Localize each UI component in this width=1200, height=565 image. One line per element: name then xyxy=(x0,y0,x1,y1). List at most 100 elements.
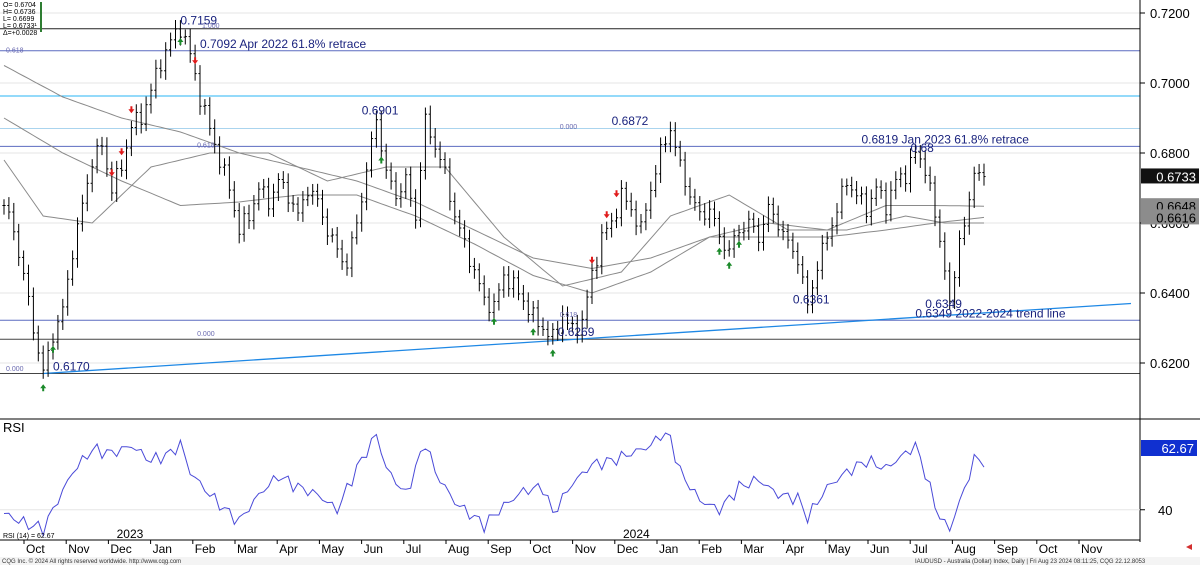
fib-labels: 1.000 0.618 0.618 0.000 0.000 0.618 0.000 xyxy=(6,23,577,373)
month-label: Dec xyxy=(617,542,638,556)
fib-level-label: 0.000 xyxy=(197,331,215,338)
price-tick-label: 0.7000 xyxy=(1150,76,1190,91)
month-label: Nov xyxy=(1081,542,1102,556)
month-label: May xyxy=(828,542,851,556)
rsi-legend: RSI (14) = 62.67 xyxy=(3,533,55,540)
fib-level-label: 0.000 xyxy=(560,124,578,131)
price-tick-label: 0.6400 xyxy=(1150,286,1190,301)
moving-average-1 xyxy=(3,117,985,294)
price-annotation: 0.6819 Jan 2023 61.8% retrace xyxy=(862,132,1030,146)
price-tag xyxy=(1141,168,1199,184)
price-tag-label: 0.6733 xyxy=(1156,169,1196,184)
up-arrow-icon xyxy=(40,384,47,392)
ohlc-last: L= 0.6733¹ xyxy=(3,23,37,30)
price-annotation: 0.6872 xyxy=(612,114,649,128)
price-annotation: 0.7092 Apr 2022 61.8% retrace xyxy=(200,37,366,51)
down-arrow-icon xyxy=(192,57,199,65)
footer-copyright: CQG Inc. © 2024 All rights reserved worl… xyxy=(2,558,181,565)
price-annotation: 0.7159 xyxy=(180,13,217,27)
month-label: Oct xyxy=(26,542,45,556)
month-label: Jan xyxy=(153,542,172,556)
ohlc-bars xyxy=(2,20,986,379)
up-arrow-icon xyxy=(491,317,497,325)
month-label: Apr xyxy=(279,542,298,556)
month-label: Sep xyxy=(490,542,512,556)
down-arrow-icon xyxy=(118,148,125,156)
rsi-axis: 40 xyxy=(1140,503,1172,518)
month-label: May xyxy=(321,542,344,556)
price-tag xyxy=(1141,209,1199,225)
footer-instrument: IAUDUSD - Australia (Dollar) Index, Dail… xyxy=(915,559,1146,565)
month-label: Apr xyxy=(786,542,805,556)
trend-line xyxy=(43,302,1132,375)
price-annotation: 0.6361 xyxy=(793,293,830,307)
month-label: Jul xyxy=(912,542,927,556)
rsi-tick-label: 40 xyxy=(1158,503,1172,518)
month-label: Aug xyxy=(448,542,469,556)
month-label: Oct xyxy=(532,542,551,556)
annotations: 0.7159 0.7092 Apr 2022 61.8% retrace 0.690… xyxy=(53,13,1066,373)
rsi-line xyxy=(3,432,985,538)
up-arrow-icon xyxy=(530,328,537,336)
fib-level-label: 0.000 xyxy=(6,366,24,373)
month-label: Feb xyxy=(195,542,216,556)
horizontal-levels xyxy=(0,28,1140,374)
month-label: Sep xyxy=(997,542,1019,556)
year-label: 2023 xyxy=(117,527,144,541)
down-arrow-icon xyxy=(603,211,610,219)
month-label: Jun xyxy=(870,542,889,556)
footer-bar xyxy=(0,557,1200,565)
volume-indicator-bar xyxy=(40,2,42,32)
fib-level-label: 0.618 xyxy=(6,47,24,54)
up-arrow-icon xyxy=(726,261,733,269)
price-annotation: 0.6901 xyxy=(362,104,399,118)
price-tick-label: 0.7200 xyxy=(1150,6,1190,21)
month-label: Mar xyxy=(743,542,764,556)
price-tick-label: 0.6800 xyxy=(1150,146,1190,161)
month-label: Mar xyxy=(237,542,258,556)
ohlc-open: O= 0.6704 xyxy=(3,2,36,9)
ohlc-high: H= 0.6736 xyxy=(3,9,36,16)
up-arrow-icon xyxy=(378,156,385,164)
time-axis: Oct Nov Dec Jan Feb Mar Apr May Jun Jul Aug Sep Oct N… xyxy=(23,527,1102,556)
rsi-value-tag xyxy=(1141,440,1197,456)
ohlc-change: Δ=+0.0028 xyxy=(3,30,37,37)
price-tag-label: 0.6616 xyxy=(1156,210,1196,225)
down-arrow-icon xyxy=(128,106,135,114)
fib-level-label: 0.618 xyxy=(197,142,215,149)
month-label: Dec xyxy=(110,542,131,556)
grid-layer xyxy=(0,12,1140,364)
rsi-line-layer xyxy=(0,432,1140,538)
price-tick-label: 0.6200 xyxy=(1150,356,1190,371)
up-arrow-icon xyxy=(50,345,56,353)
rsi-pane-title: RSI xyxy=(3,420,25,435)
year-label: 2024 xyxy=(623,527,650,541)
fib-level-label: 0.618 xyxy=(560,312,578,319)
signal-arrows xyxy=(40,38,742,392)
month-label: Jul xyxy=(406,542,421,556)
month-label: Jan xyxy=(659,542,678,556)
price-annotation: 0.6170 xyxy=(53,360,90,374)
up-arrow-icon xyxy=(549,349,556,357)
price-annotation: 0.6349 2022-2024 trend line xyxy=(915,306,1065,320)
month-label: Feb xyxy=(701,542,722,556)
up-arrow-icon xyxy=(736,240,742,248)
fib-level-label: 1.000 xyxy=(202,23,220,30)
scroll-left-arrow-icon[interactable] xyxy=(1186,544,1192,550)
moving-averages xyxy=(3,65,985,294)
month-label: Aug xyxy=(954,542,975,556)
moving-average-3 xyxy=(3,152,984,287)
rsi-value-tag-text: 62.67 xyxy=(1161,441,1194,456)
down-arrow-icon xyxy=(589,256,595,264)
ohlc-low: L= 0.6699 xyxy=(3,16,34,23)
month-label: Oct xyxy=(1039,542,1058,556)
price-annotation: 0.6349 xyxy=(925,297,962,311)
trend-line-layer xyxy=(43,302,1132,375)
month-label: Jun xyxy=(364,542,383,556)
price-annotation: 0.68 xyxy=(911,141,935,155)
price-annotation: 0.6269 xyxy=(558,325,595,339)
up-arrow-icon xyxy=(716,247,723,255)
